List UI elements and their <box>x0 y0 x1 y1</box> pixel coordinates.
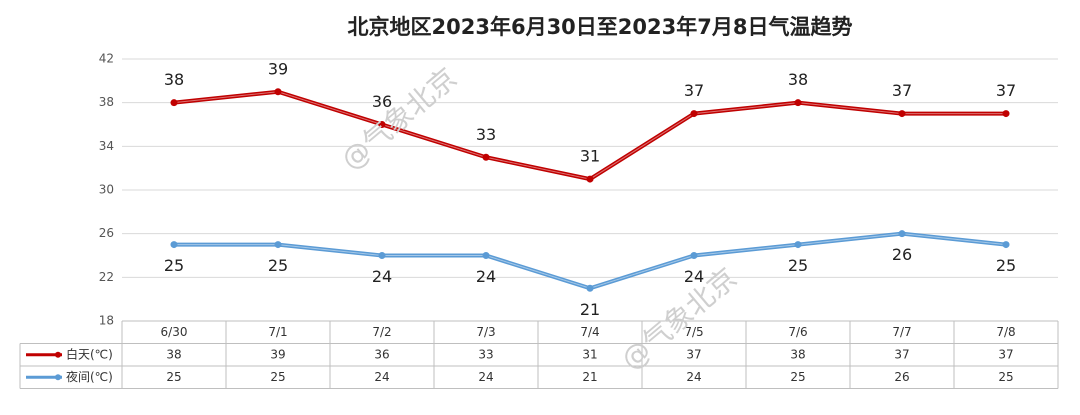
table-cell: 24 <box>478 370 493 384</box>
y-tick-label: 22 <box>99 270 114 284</box>
table-cell: 25 <box>166 370 181 384</box>
table-cell: 25 <box>998 370 1013 384</box>
data-label: 24 <box>684 267 704 286</box>
y-tick-label: 26 <box>99 226 114 240</box>
point <box>586 175 594 183</box>
legend-label: 夜间(℃) <box>66 369 113 384</box>
y-tick-label: 38 <box>99 95 114 109</box>
data-label: 24 <box>372 267 392 286</box>
legend-label: 白天(℃) <box>66 346 113 361</box>
x-tick-label: 6/30 <box>161 325 188 339</box>
data-label: 37 <box>892 81 912 100</box>
x-tick-label: 7/2 <box>372 325 391 339</box>
data-label: 33 <box>476 125 496 144</box>
chart-title: 北京地区2023年6月30日至2023年7月8日气温趋势 <box>348 15 853 39</box>
table-cell: 36 <box>374 347 389 361</box>
x-tick-label: 7/5 <box>684 325 703 339</box>
data-label: 37 <box>996 81 1016 100</box>
point <box>794 241 802 249</box>
point <box>794 99 802 107</box>
table-cell: 37 <box>894 347 909 361</box>
point <box>898 110 906 118</box>
x-tick-label: 7/8 <box>996 325 1015 339</box>
data-label: 37 <box>684 81 704 100</box>
x-tick-label: 7/1 <box>268 325 287 339</box>
table-cell: 25 <box>270 370 285 384</box>
legend-marker <box>55 374 61 381</box>
y-tick-label: 18 <box>99 314 114 328</box>
data-label: 36 <box>372 92 392 111</box>
data-label: 38 <box>164 70 184 89</box>
data-label: 31 <box>580 147 600 166</box>
point <box>274 241 282 249</box>
x-tick-label: 7/3 <box>476 325 495 339</box>
data-label: 39 <box>268 59 288 78</box>
legend-marker <box>55 351 61 358</box>
table-cell: 39 <box>270 347 285 361</box>
point <box>170 241 178 249</box>
y-tick-label: 34 <box>99 139 114 153</box>
data-label: 24 <box>476 267 496 286</box>
point <box>378 252 386 259</box>
table-cell: 33 <box>478 347 493 361</box>
point <box>1002 110 1010 118</box>
x-tick-label: 7/6 <box>788 325 807 339</box>
table-cell: 24 <box>374 370 389 384</box>
point <box>274 88 282 96</box>
table-cell: 24 <box>686 370 701 384</box>
table-cell: 31 <box>582 347 597 361</box>
table-cell: 37 <box>998 347 1013 361</box>
point <box>898 230 906 238</box>
table-cell: 25 <box>790 370 805 384</box>
point <box>482 252 490 259</box>
data-label: 26 <box>892 245 912 264</box>
point <box>690 252 698 259</box>
point <box>378 121 386 128</box>
table-cell: 38 <box>790 347 805 361</box>
table-cell: 37 <box>686 347 701 361</box>
point <box>1002 241 1010 249</box>
x-tick-label: 7/4 <box>580 325 599 339</box>
data-label: 25 <box>164 256 184 275</box>
point <box>482 153 490 161</box>
data-label: 25 <box>788 256 808 275</box>
x-tick-label: 7/7 <box>892 325 911 339</box>
data-label: 25 <box>996 256 1016 275</box>
point <box>586 284 594 292</box>
y-tick-label: 42 <box>99 52 114 66</box>
point <box>170 99 178 107</box>
data-label: 38 <box>788 70 808 89</box>
point <box>690 110 698 118</box>
y-tick-label: 30 <box>99 183 114 197</box>
data-label: 21 <box>580 300 600 319</box>
table-cell: 21 <box>582 370 597 384</box>
table-cell: 38 <box>166 347 181 361</box>
table-cell: 26 <box>894 370 909 384</box>
data-label: 25 <box>268 256 288 275</box>
